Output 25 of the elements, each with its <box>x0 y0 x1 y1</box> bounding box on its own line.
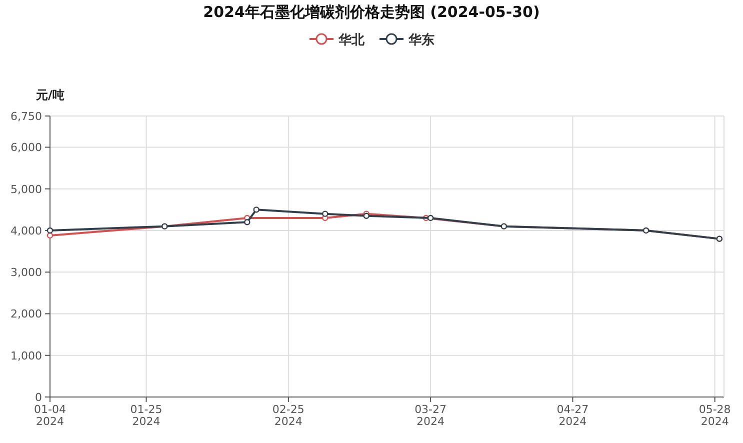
point <box>46 227 54 234</box>
point <box>322 210 328 217</box>
y-tick-label: 4,000 <box>10 224 42 238</box>
y-tick-label: 6,750 <box>10 110 42 123</box>
x-tick-label: 04-27 2024 <box>556 403 589 428</box>
y-tick-label: 1,000 <box>10 349 42 362</box>
y-tick-label: 0 <box>35 391 42 404</box>
point <box>253 206 260 213</box>
x-tick-label: 02-25 2024 <box>272 403 304 428</box>
point <box>427 214 434 222</box>
x-tick-label: 01-04 2024 <box>34 403 66 428</box>
y-axis-title: 元/吨 <box>35 88 64 102</box>
y-tick-label: 6,000 <box>10 141 42 154</box>
point <box>244 219 250 226</box>
legend-label: 华北 <box>338 33 366 48</box>
x-tick-label: 01-25 2024 <box>130 403 162 428</box>
y-tick-label: 2,000 <box>10 308 42 321</box>
chart-title: 2024年石墨化增碳剂价格走势图 (2024-05-30) <box>203 3 540 21</box>
x-tick-label: 03-27 2024 <box>414 403 447 428</box>
legend-label: 华东 <box>408 32 434 48</box>
y-tick-label: 3,000 <box>10 266 42 280</box>
x-tick-label: 05-28 2024 <box>698 403 731 428</box>
point <box>46 232 54 239</box>
point <box>363 212 370 220</box>
y-tick-label: 5,000 <box>10 182 42 196</box>
